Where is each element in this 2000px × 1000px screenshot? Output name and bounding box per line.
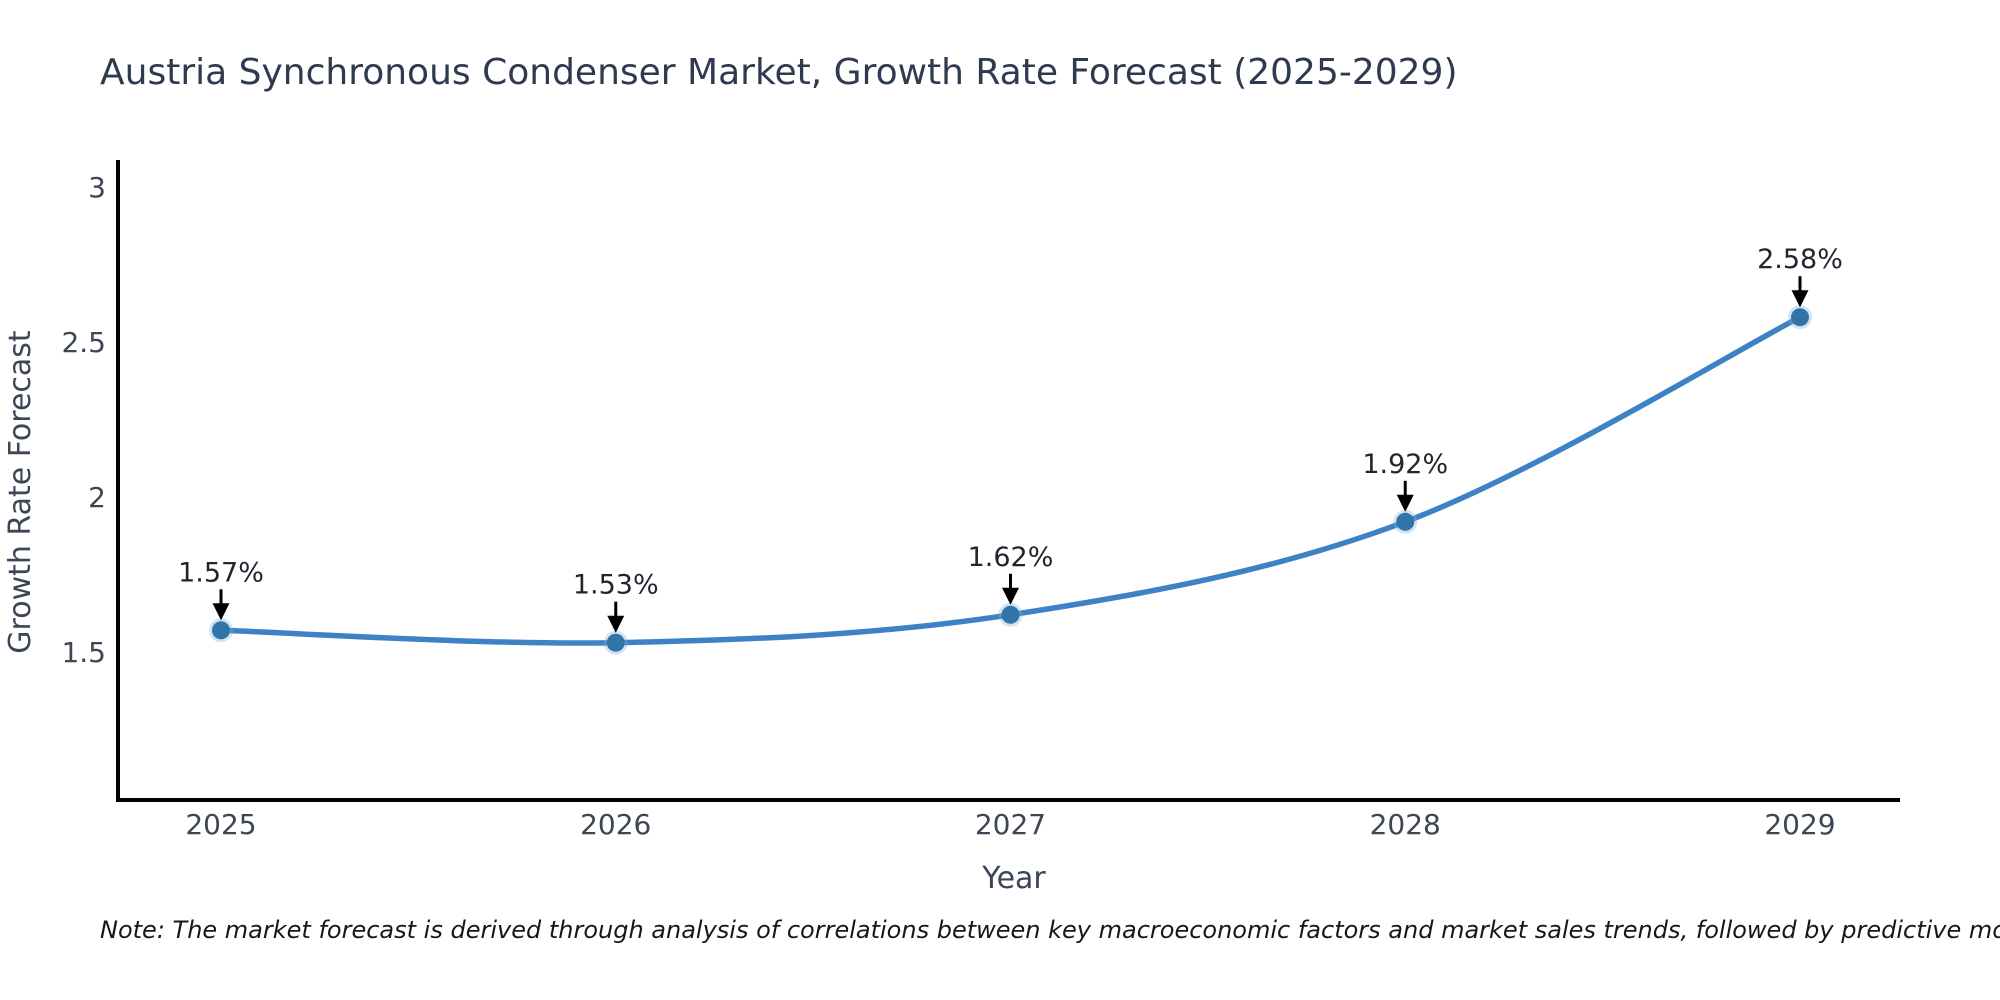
annotation-arrow-head (607, 615, 625, 633)
data-point-label: 1.53% (573, 570, 659, 601)
data-point-marker (1001, 605, 1020, 624)
y-tick-label: 1.5 (61, 636, 106, 669)
x-tick-label: 2026 (580, 808, 651, 841)
trend-line (218, 314, 1803, 646)
axes-spines (116, 160, 1900, 802)
x-axis-title: Year (981, 861, 1046, 896)
data-point-marker (1791, 308, 1809, 327)
data-point-marker (1396, 512, 1415, 531)
data-point-label: 2.58% (1757, 244, 1843, 275)
y-tick-label: 2 (88, 481, 106, 514)
data-point-label: 1.92% (1362, 449, 1448, 480)
data-point-label: 1.62% (968, 542, 1054, 573)
footnote: Note: The market forecast is derived thr… (100, 916, 2000, 944)
annotation-arrow-head (1791, 290, 1809, 308)
annotation-arrow-head (212, 603, 230, 621)
data-point-marker (606, 633, 625, 652)
y-axis-title: Growth Rate Forecast (3, 330, 38, 654)
point-annotations: 1.57% 1.53% 1.62% 1.92% 2.58% (178, 244, 1843, 633)
y-tick-label: 2.5 (61, 326, 106, 359)
y-axis-tick-labels: 1.5 2 2.5 3 (61, 171, 106, 669)
x-tick-label: 2027 (975, 808, 1046, 841)
chart-title: Austria Synchronous Condenser Market, Gr… (100, 52, 1458, 93)
x-tick-label: 2028 (1370, 808, 1441, 841)
x-tick-label: 2029 (1764, 808, 1835, 841)
annotation-arrow-head (1002, 587, 1019, 605)
x-axis-tick-labels: 2025 2026 2027 2028 2029 (185, 808, 1835, 841)
data-point-marker (212, 621, 230, 640)
y-tick-label: 3 (88, 171, 106, 204)
data-point-label: 1.57% (178, 557, 264, 588)
x-tick-label: 2025 (185, 808, 256, 841)
data-series (209, 305, 1812, 655)
annotation-arrow-head (1396, 494, 1414, 512)
